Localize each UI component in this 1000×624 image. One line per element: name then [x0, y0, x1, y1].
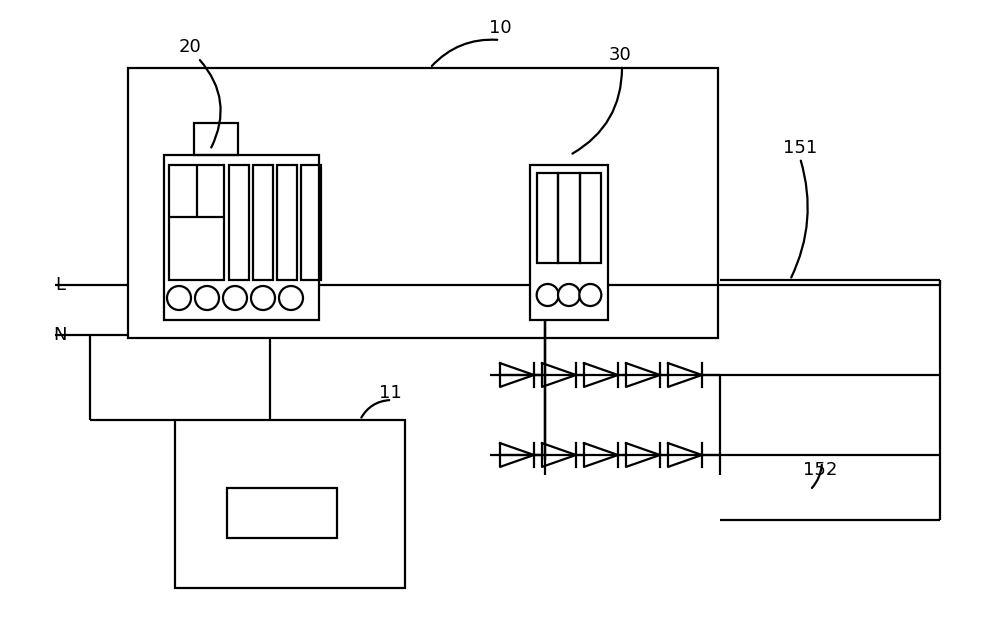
Bar: [253, 165, 273, 280]
Text: N: N: [53, 326, 67, 344]
FancyArrowPatch shape: [791, 160, 808, 278]
Text: 10: 10: [489, 19, 511, 37]
Text: 20: 20: [179, 38, 201, 56]
Bar: [530, 165, 608, 320]
Circle shape: [579, 284, 601, 306]
FancyArrowPatch shape: [812, 465, 822, 488]
Circle shape: [223, 286, 247, 310]
Bar: [229, 165, 249, 280]
Text: L: L: [55, 276, 65, 294]
Bar: [194, 123, 238, 155]
FancyArrowPatch shape: [361, 400, 389, 417]
Bar: [175, 420, 405, 588]
Circle shape: [537, 284, 559, 306]
Bar: [580, 173, 601, 263]
Text: 152: 152: [803, 461, 837, 479]
Bar: [277, 165, 297, 280]
Bar: [169, 165, 224, 280]
FancyArrowPatch shape: [432, 40, 497, 66]
Text: 11: 11: [379, 384, 401, 402]
FancyArrowPatch shape: [200, 60, 221, 147]
Bar: [301, 165, 321, 280]
Circle shape: [251, 286, 275, 310]
Circle shape: [195, 286, 219, 310]
FancyArrowPatch shape: [572, 68, 622, 154]
Bar: [558, 173, 580, 263]
Circle shape: [279, 286, 303, 310]
Bar: [128, 68, 718, 338]
Circle shape: [558, 284, 580, 306]
Bar: [164, 155, 319, 320]
Bar: [537, 173, 558, 263]
Text: 151: 151: [783, 139, 817, 157]
Text: 30: 30: [609, 46, 631, 64]
Bar: [227, 488, 337, 538]
Circle shape: [167, 286, 191, 310]
